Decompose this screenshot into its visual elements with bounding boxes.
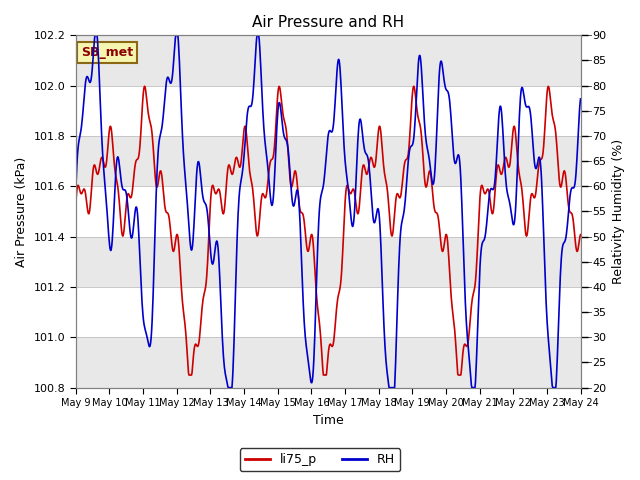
- Bar: [76, 287, 580, 337]
- Bar: [76, 337, 580, 388]
- Bar: [76, 136, 580, 186]
- Y-axis label: Air Pressure (kPa): Air Pressure (kPa): [15, 156, 28, 266]
- Text: SB_met: SB_met: [81, 46, 133, 59]
- Legend: li75_p, RH: li75_p, RH: [240, 448, 400, 471]
- Y-axis label: Relativity Humidity (%): Relativity Humidity (%): [612, 139, 625, 284]
- Bar: [76, 186, 580, 237]
- Title: Air Pressure and RH: Air Pressure and RH: [252, 15, 404, 30]
- Bar: [76, 36, 580, 85]
- Bar: [76, 85, 580, 186]
- Bar: [76, 85, 580, 136]
- Bar: [76, 237, 580, 287]
- Bar: [76, 287, 580, 388]
- Bar: [76, 186, 580, 287]
- X-axis label: Time: Time: [313, 414, 344, 427]
